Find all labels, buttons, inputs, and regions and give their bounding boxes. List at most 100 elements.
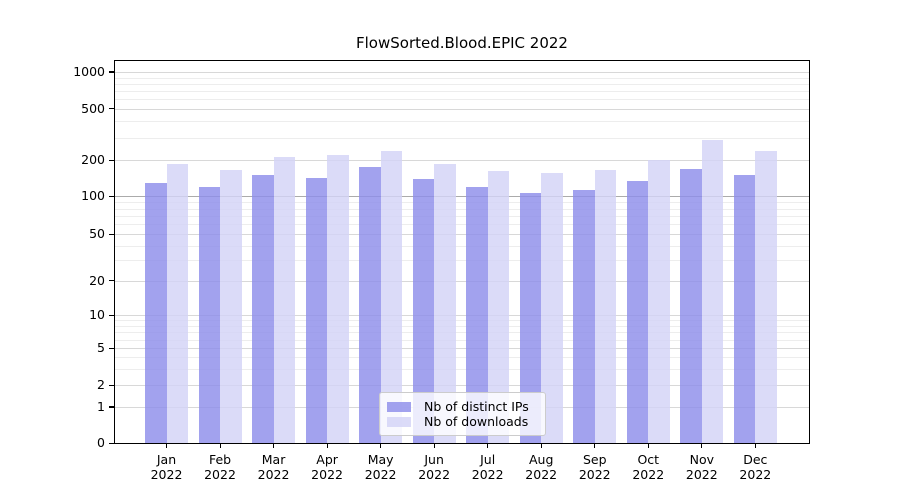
bar-downloads-mar	[273, 156, 296, 443]
x-tick-label-sep: Sep 2022	[567, 452, 623, 482]
x-tick-label-mar: Mar 2022	[246, 452, 302, 482]
x-tick-year: 2022	[364, 467, 397, 482]
x-tick-month: Sep	[582, 452, 607, 467]
x-tick-label-jun: Jun 2022	[406, 452, 462, 482]
chart-title: FlowSorted.Blood.EPIC 2022	[356, 34, 568, 52]
gridline-minor	[115, 208, 809, 210]
bar-distinct-ips-jan	[145, 182, 167, 443]
bar-downloads-jun	[434, 163, 456, 443]
x-tick-year: 2022	[739, 467, 772, 482]
x-tick-month: Dec	[743, 452, 768, 467]
x-tick-mark	[594, 443, 596, 448]
gridline-major	[115, 196, 809, 198]
y-tick-mark	[109, 71, 115, 73]
gridline-major	[115, 234, 809, 236]
gridline-minor	[115, 326, 809, 328]
bar-distinct-ips-nov	[680, 168, 702, 443]
y-tick-label: 100	[81, 188, 105, 204]
x-tick-label-feb: Feb 2022	[192, 452, 248, 482]
bar-distinct-ips-oct	[626, 180, 649, 443]
x-tick-mark	[326, 443, 328, 448]
gridline-major	[115, 280, 809, 282]
x-tick-month: Mar	[261, 452, 286, 467]
y-tick-label: 50	[89, 226, 105, 242]
x-tick-year: 2022	[257, 467, 290, 482]
y-tick-label: 500	[81, 100, 105, 116]
bar-downloads-jul	[487, 170, 510, 443]
legend-item-distinct-ips: Nb of distinct IPs	[387, 399, 537, 414]
x-tick-year: 2022	[418, 467, 451, 482]
legend-swatch-distinct-ips	[387, 401, 411, 412]
x-tick-year: 2022	[632, 467, 665, 482]
bar-distinct-ips-jul	[466, 186, 488, 443]
legend-swatch-downloads	[387, 416, 411, 427]
x-tick-mark	[273, 443, 275, 448]
x-tick-month: Jun	[424, 452, 444, 467]
x-tick-month: Feb	[208, 452, 232, 467]
legend-label-distinct-ips: Nb of distinct IPs	[424, 399, 529, 414]
y-tick-mark	[109, 280, 115, 282]
gridline-major	[115, 108, 809, 110]
bar-downloads-apr	[327, 154, 349, 443]
y-tick-label: 20	[89, 272, 105, 288]
gridline-minor	[115, 339, 809, 341]
y-tick-mark	[109, 108, 115, 110]
gridline-minor	[115, 357, 809, 359]
y-tick-mark	[109, 195, 115, 197]
gridline-major	[115, 160, 809, 162]
bar-distinct-ips-dec	[733, 175, 756, 443]
gridline-minor	[115, 90, 809, 92]
x-tick-label-dec: Dec 2022	[727, 452, 783, 482]
x-tick-month: May	[367, 452, 394, 467]
gridline-minor	[115, 121, 809, 123]
x-tick-month: Oct	[637, 452, 660, 467]
gridline-minor	[115, 332, 809, 334]
plot-area: Nb of distinct IPs Nb of downloads 0 1 2 5 1…	[73, 60, 810, 482]
x-tick-mark	[754, 443, 757, 448]
x-tick-year: 2022	[525, 467, 558, 482]
bar-downloads-aug	[541, 173, 563, 443]
x-tick-label-oct: Oct 2022	[620, 452, 676, 482]
bar-distinct-ips-aug	[519, 192, 542, 443]
x-tick-year: 2022	[204, 467, 236, 482]
bar-distinct-ips-mar	[252, 174, 274, 443]
bar-downloads-dec	[755, 150, 777, 443]
x-tick-label-may: May 2022	[353, 452, 409, 482]
bar-downloads-oct	[648, 159, 670, 443]
gridline-minor	[115, 202, 809, 204]
x-tick-mark	[647, 443, 649, 448]
x-tick-mark	[701, 443, 703, 448]
gridline-minor	[115, 77, 809, 79]
y-tick-mark	[109, 159, 115, 162]
x-tick-month: Jul	[480, 452, 496, 467]
x-tick-label-jul: Jul 2022	[460, 452, 516, 482]
gridline-minor	[115, 99, 809, 101]
x-tick-month: Nov	[689, 452, 714, 467]
legend-item-downloads: Nb of downloads	[387, 414, 537, 429]
legend-label-downloads: Nb of downloads	[424, 414, 529, 429]
legend: Nb of distinct IPs Nb of downloads	[379, 392, 546, 436]
gridline-minor	[115, 224, 809, 226]
x-tick-mark	[487, 443, 489, 448]
bar-distinct-ips-may	[359, 167, 381, 443]
gridline-minor	[115, 83, 809, 85]
bar-downloads-jan	[166, 164, 188, 443]
y-tick-label: 0	[97, 435, 105, 450]
x-tick-mark	[219, 443, 221, 448]
y-tick-mark	[109, 347, 115, 350]
bar-downloads-feb	[220, 169, 242, 443]
y-tick-label: 10	[89, 307, 105, 323]
y-tick-label: 200	[81, 152, 105, 168]
y-tick-label: 5	[97, 340, 105, 356]
x-tick-label-aug: Aug 2022	[513, 452, 569, 482]
gridline-major	[115, 385, 809, 386]
bar-distinct-ips-apr	[305, 178, 328, 443]
gridline-minor	[115, 245, 809, 247]
gridline-minor	[115, 137, 809, 139]
y-tick-mark	[109, 384, 115, 386]
x-tick-month: Aug	[528, 452, 554, 467]
x-tick-label-apr: Apr 2022	[299, 452, 355, 482]
y-tick-label: 1000	[73, 63, 105, 79]
x-tick-label-jan: Jan 2022	[139, 452, 195, 482]
x-tick-year: 2022	[311, 467, 343, 482]
